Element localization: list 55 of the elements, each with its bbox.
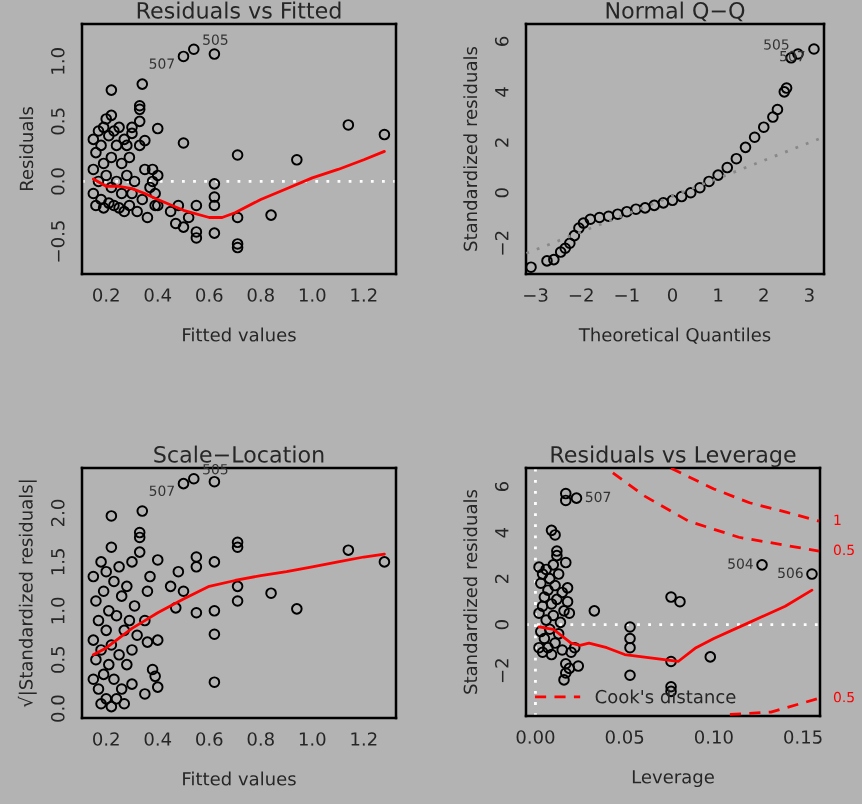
y-tick-label: 0.5 bbox=[50, 646, 65, 673]
chart-title: Normal Q−Q bbox=[606, 1, 745, 22]
x-tick-label: −3 bbox=[524, 288, 548, 302]
y-tick-label: 4 bbox=[495, 87, 509, 97]
chart-title: Scale−Location bbox=[154, 445, 324, 463]
y-tick-label: 0.0 bbox=[50, 695, 65, 722]
x-tick-label: −1 bbox=[615, 288, 639, 302]
x-tick-label: 0.10 bbox=[694, 730, 733, 744]
x-tick-label: 0.6 bbox=[196, 288, 223, 302]
x-axis-title: Fitted values bbox=[183, 771, 296, 786]
y-tick-label: 1.5 bbox=[51, 549, 65, 575]
y-tick-label: −0.5 bbox=[50, 221, 65, 262]
y-tick-label: 1.0 bbox=[50, 48, 65, 74]
x-tick-label: 0.8 bbox=[247, 732, 274, 746]
y-tick-label: 0.5 bbox=[50, 108, 65, 135]
y-axis-title: √|Standardized residuals| bbox=[17, 480, 37, 708]
x-axis-title: Leverage bbox=[632, 770, 714, 788]
chart-title: Residuals vs Fitted bbox=[137, 1, 341, 19]
x-tick-label: 1.2 bbox=[351, 288, 377, 302]
y-tick-label: 2 bbox=[494, 138, 509, 147]
y-tick-label: −2 bbox=[494, 231, 509, 255]
y-tick-label: 0 bbox=[494, 620, 509, 630]
y-axis-title: Residuals bbox=[19, 107, 34, 191]
x-tick-label: 0.15 bbox=[784, 730, 822, 744]
x-tick-label: 1.0 bbox=[299, 288, 326, 302]
y-tick-label: 1.0 bbox=[50, 597, 65, 624]
y-axis-title: Standardized residuals bbox=[463, 46, 478, 251]
y-tick-label: −2 bbox=[494, 659, 509, 683]
x-tick-label: 2 bbox=[759, 288, 768, 302]
y-tick-label: 6 bbox=[494, 482, 509, 492]
y-tick-label: 0 bbox=[494, 188, 509, 198]
legend-label: Cook's distance bbox=[595, 689, 736, 704]
x-tick-label: 0.00 bbox=[516, 730, 555, 744]
x-tick-label: 0 bbox=[667, 288, 678, 302]
x-axis-title: Theoretical Quantiles bbox=[578, 327, 771, 344]
x-tick-label: 0.6 bbox=[196, 732, 223, 746]
x-tick-label: 0.2 bbox=[93, 732, 119, 746]
x-tick-label: 0.4 bbox=[144, 288, 172, 302]
y-axis-title: Standardized residuals bbox=[463, 489, 478, 694]
y-tick-label: 2.0 bbox=[50, 499, 65, 527]
x-axis-title: Fitted values bbox=[183, 327, 296, 342]
x-tick-label: 0.4 bbox=[144, 732, 172, 746]
chart-title: Residuals vs Leverage bbox=[551, 445, 796, 468]
x-tick-label: 3 bbox=[805, 288, 814, 302]
x-tick-label: 0.8 bbox=[247, 288, 274, 302]
x-tick-label: 0.2 bbox=[93, 288, 119, 302]
y-tick-label: 4 bbox=[495, 527, 509, 538]
y-tick-label: 0.0 bbox=[50, 168, 65, 195]
x-tick-label: 1.0 bbox=[299, 732, 326, 746]
y-tick-label: 6 bbox=[494, 36, 509, 46]
x-tick-label: 0.05 bbox=[605, 730, 644, 744]
x-tick-label: 1.2 bbox=[351, 732, 377, 746]
y-tick-label: 2 bbox=[494, 574, 509, 584]
x-tick-label: 1 bbox=[714, 288, 723, 302]
x-tick-label: −2 bbox=[569, 288, 593, 302]
